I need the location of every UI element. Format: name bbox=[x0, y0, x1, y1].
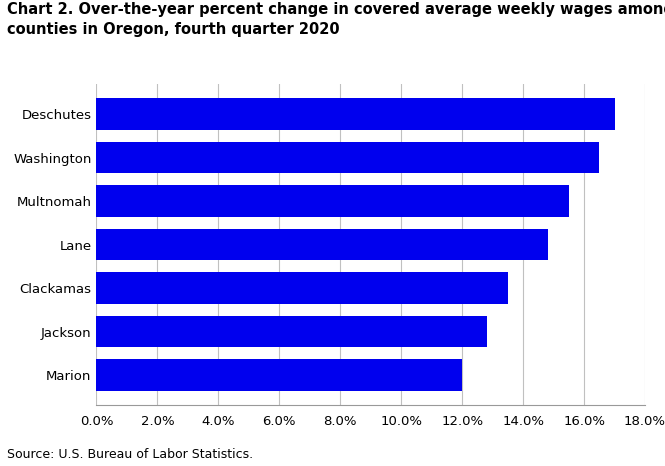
Bar bbox=[96, 316, 487, 347]
Bar bbox=[96, 142, 599, 173]
Bar bbox=[96, 359, 462, 391]
Bar bbox=[96, 229, 547, 260]
Bar bbox=[96, 273, 508, 304]
Text: Source: U.S. Bureau of Labor Statistics.: Source: U.S. Bureau of Labor Statistics. bbox=[7, 448, 253, 461]
Bar bbox=[96, 185, 569, 217]
Text: Chart 2. Over-the-year percent change in covered average weekly wages among  the: Chart 2. Over-the-year percent change in… bbox=[7, 2, 665, 37]
Bar bbox=[96, 98, 614, 130]
